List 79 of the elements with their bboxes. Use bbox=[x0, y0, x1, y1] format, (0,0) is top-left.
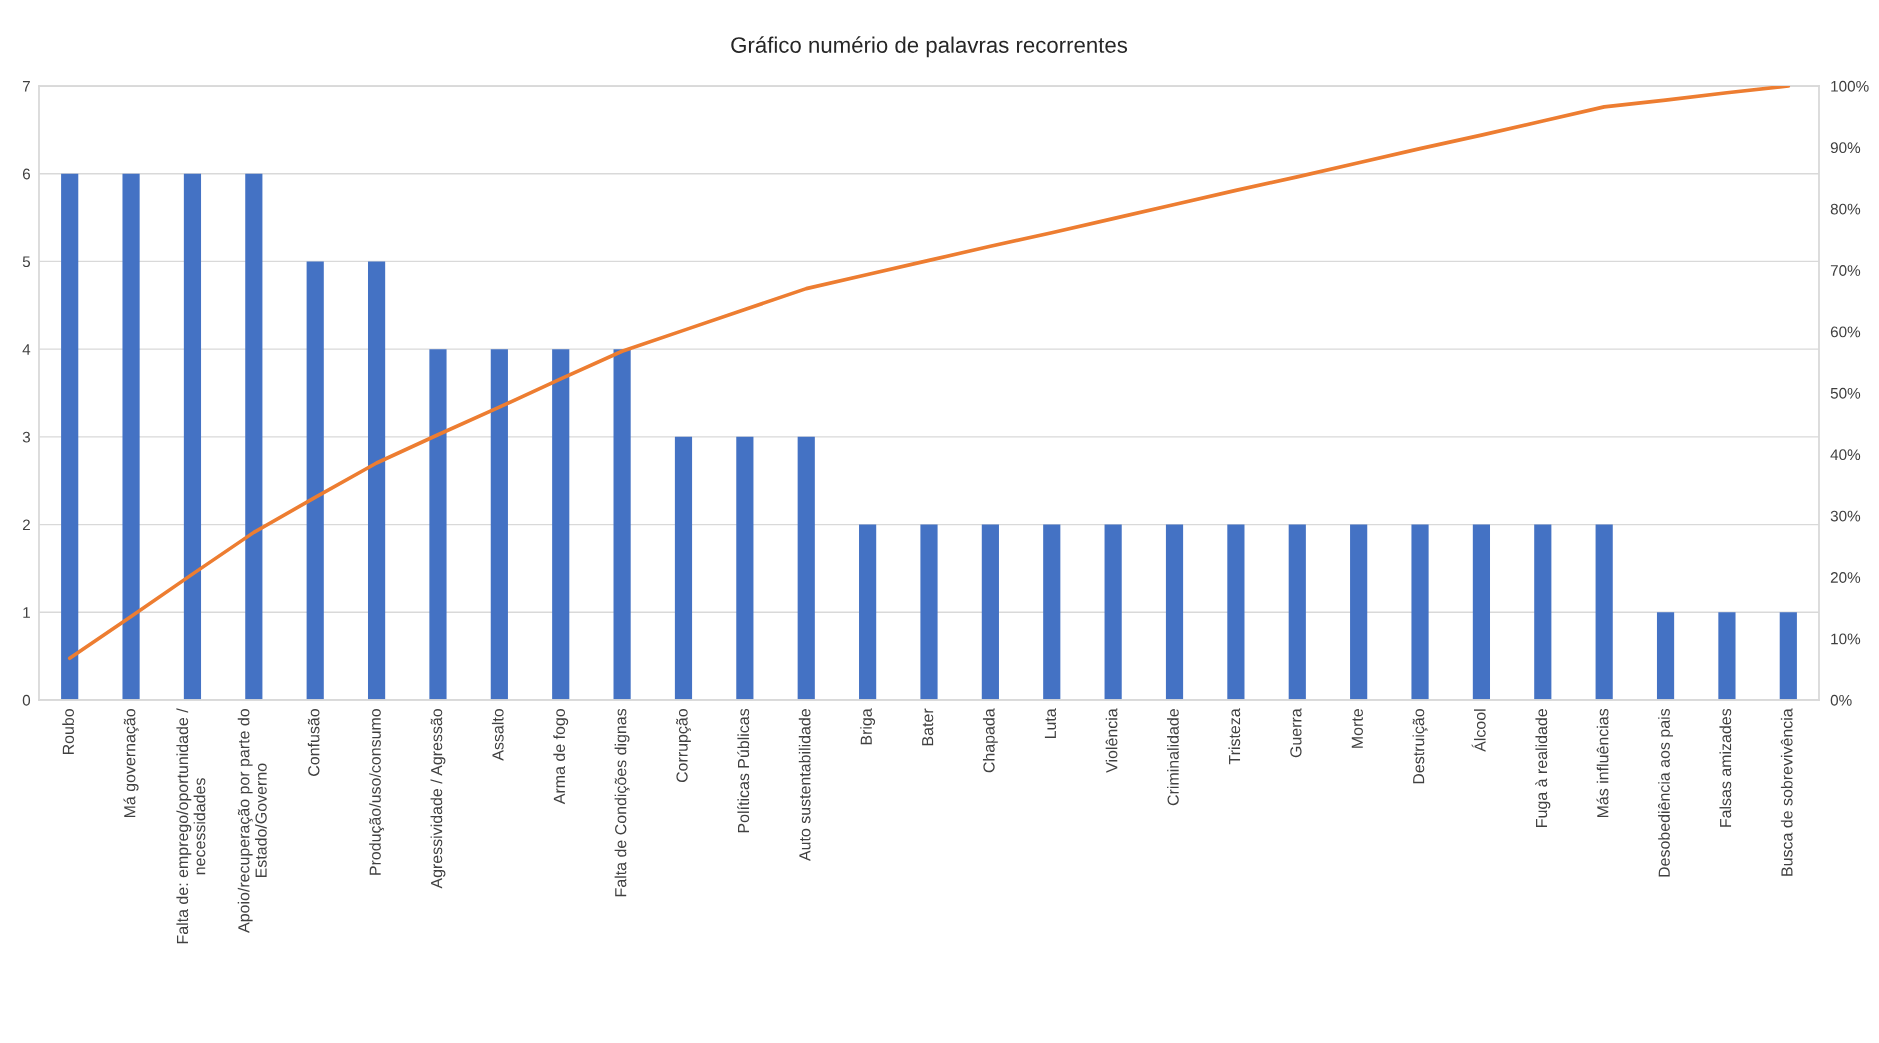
x-tick-label: Má governação bbox=[123, 708, 139, 818]
bar bbox=[613, 349, 631, 700]
x-tick-label: Morte bbox=[1351, 709, 1363, 748]
x-tick-label: Luta bbox=[1044, 708, 1057, 739]
bar bbox=[429, 349, 447, 700]
bar bbox=[674, 436, 693, 700]
bar bbox=[1779, 612, 1797, 700]
x-tick-label: Agressividade / Agressão bbox=[430, 708, 446, 889]
bar bbox=[1411, 524, 1429, 700]
bar bbox=[920, 524, 938, 700]
bar bbox=[1350, 524, 1368, 700]
y-tick-label: 5 bbox=[22, 256, 31, 268]
bar bbox=[552, 349, 570, 700]
bar bbox=[736, 436, 754, 700]
y2-tick-label: 70% bbox=[1830, 265, 1861, 276]
x-tick-label: Assalto bbox=[491, 709, 504, 761]
x-tick-label: Falsas amizades bbox=[1719, 708, 1732, 827]
bar bbox=[1165, 524, 1184, 700]
x-tick-label: Bater bbox=[922, 708, 934, 746]
bar bbox=[306, 261, 324, 700]
bar bbox=[797, 436, 815, 700]
y2-tick-label: 50% bbox=[1830, 387, 1861, 399]
bar bbox=[981, 524, 999, 700]
x-tick-label: Más influências bbox=[1596, 708, 1609, 818]
bar bbox=[183, 173, 202, 700]
x-tick-label: Tristeza bbox=[1228, 708, 1241, 765]
y-tick-label: 2 bbox=[22, 519, 30, 531]
bar bbox=[1534, 524, 1552, 700]
x-tick-label: Produção/uso/consumo bbox=[369, 708, 385, 875]
bar bbox=[122, 173, 140, 700]
bar bbox=[245, 173, 263, 700]
bar bbox=[61, 173, 79, 700]
x-tick-label: Apoio/recuperação por parte do Estado/Governo bbox=[237, 708, 267, 933]
y-tick-label: 6 bbox=[22, 168, 30, 180]
x-tick-label: Desobediência aos pais bbox=[1658, 708, 1674, 877]
bar bbox=[367, 261, 386, 700]
y-tick-label: 0 bbox=[22, 694, 31, 706]
y2-tick-label: 10% bbox=[1831, 633, 1861, 645]
x-tick-label: Arma de fogo bbox=[553, 709, 569, 805]
x-tick-label: Políticas Públicas bbox=[737, 708, 750, 833]
y2-tick-label: 60% bbox=[1830, 326, 1861, 338]
x-tick-label: Confusão bbox=[307, 709, 320, 776]
y2-tick-label: 100% bbox=[1831, 80, 1869, 92]
y-tick-label: 4 bbox=[22, 344, 31, 355]
bar bbox=[1595, 524, 1613, 700]
x-tick-label: Busca de sobrevivência bbox=[1780, 708, 1793, 876]
y2-tick-label: 80% bbox=[1830, 203, 1861, 215]
bar bbox=[1104, 524, 1122, 700]
x-tick-label: Falta de Condições dignas bbox=[614, 708, 630, 897]
x-tick-label: Auto sustentabilidade bbox=[798, 709, 811, 862]
bar bbox=[1043, 524, 1061, 700]
x-tick-label: Roubo bbox=[62, 709, 74, 755]
y-tick-label: 3 bbox=[22, 431, 30, 443]
bar bbox=[1656, 612, 1675, 700]
line-series bbox=[67, 86, 1791, 661]
x-tick-label: Violência bbox=[1105, 708, 1118, 773]
y-tick-label: 1 bbox=[23, 607, 30, 618]
bar bbox=[1288, 524, 1306, 700]
bar bbox=[490, 349, 508, 700]
x-tick-label: Destruição bbox=[1412, 709, 1428, 784]
y2-tick-label: 0% bbox=[1830, 694, 1852, 706]
x-tick-label: Guerra bbox=[1290, 708, 1302, 758]
x-tick-label: Corrupção bbox=[676, 709, 691, 783]
x-tick-label: Criminalidade bbox=[1167, 709, 1179, 806]
y2-tick-label: 20% bbox=[1830, 572, 1861, 583]
x-tick-label: Briga bbox=[860, 708, 876, 745]
y2-tick-label: 90% bbox=[1830, 142, 1861, 154]
y-tick-label: 7 bbox=[22, 81, 30, 92]
bar bbox=[1472, 524, 1491, 700]
bar bbox=[1227, 524, 1245, 700]
y2-tick-label: 40% bbox=[1830, 449, 1861, 461]
x-tick-label: Chapada bbox=[982, 708, 998, 773]
x-tick-label: Fuga à realidade bbox=[1535, 709, 1551, 827]
y2-tick-label: 30% bbox=[1830, 510, 1861, 522]
x-tick-label: Falta de: emprego/oportunidade / necessidades bbox=[176, 708, 206, 944]
bar bbox=[859, 524, 877, 700]
bar bbox=[1718, 612, 1736, 700]
x-tick-label: Álcool bbox=[1471, 709, 1486, 752]
chart-title: Gráfico numério de palavras recorrentes bbox=[731, 36, 1128, 58]
